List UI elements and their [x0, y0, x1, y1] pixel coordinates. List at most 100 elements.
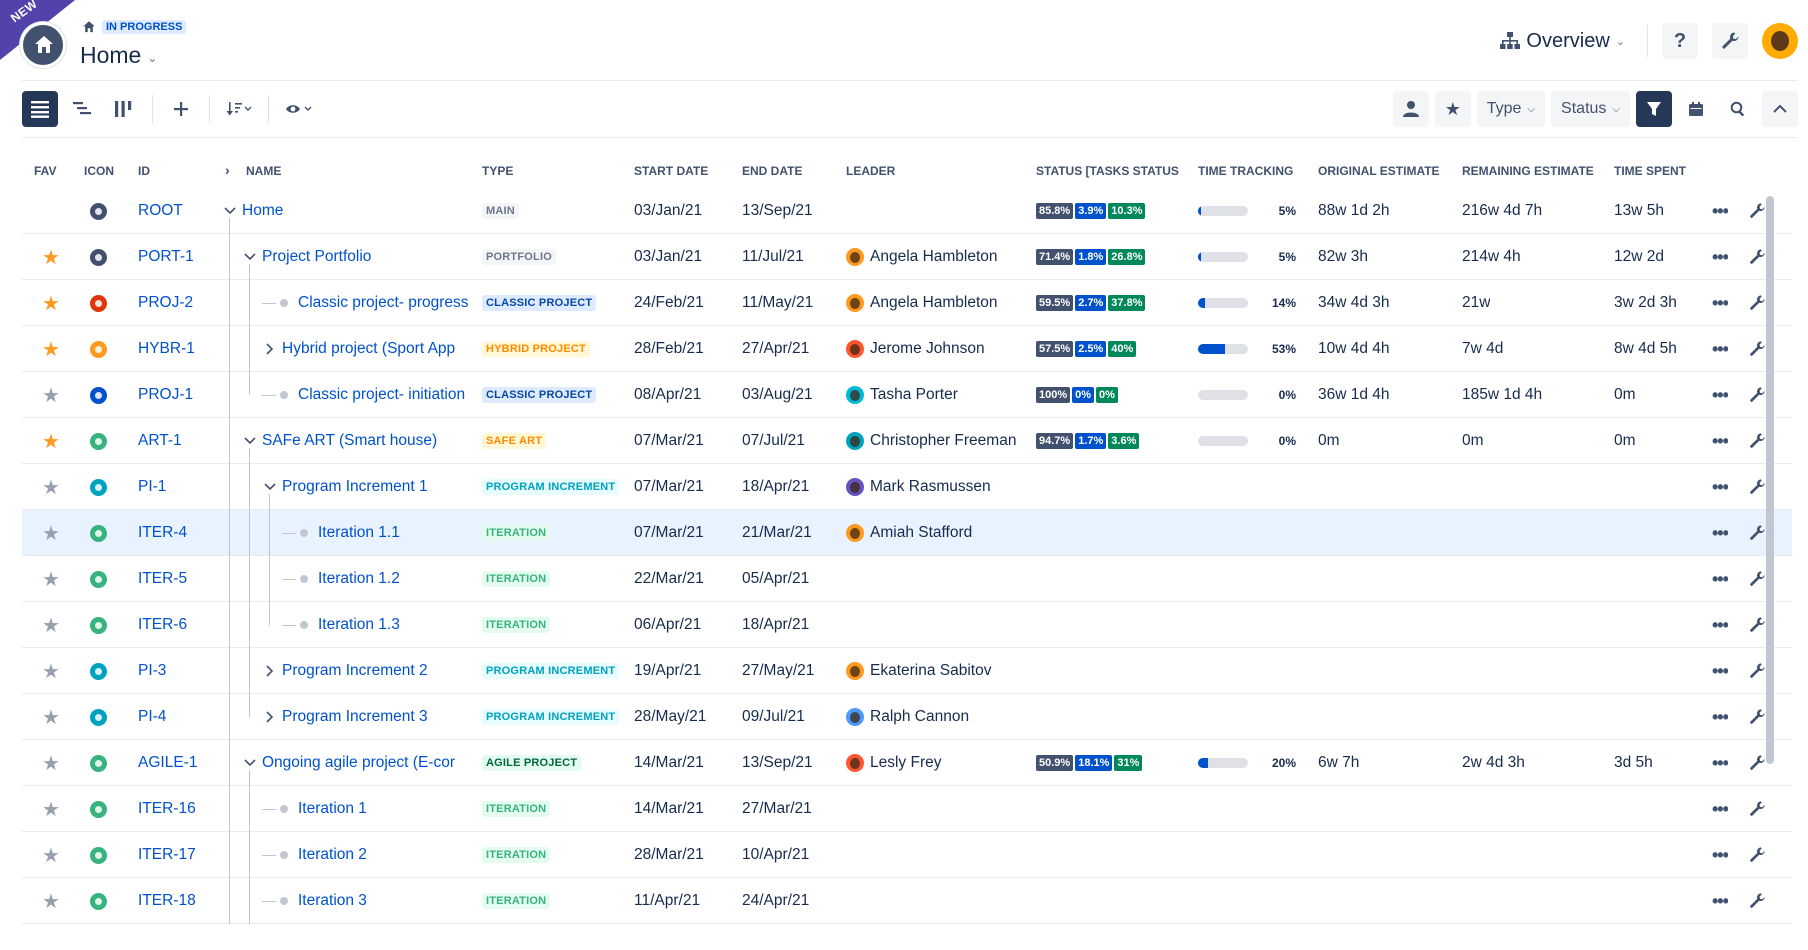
star-icon[interactable]: ★ — [42, 292, 60, 315]
more-actions-icon[interactable]: ••• — [1712, 890, 1728, 911]
item-name-link[interactable]: Program Increment 1 — [282, 478, 428, 495]
item-name-link[interactable]: Program Increment 2 — [282, 662, 428, 679]
item-name-link[interactable]: Classic project- initiation — [298, 386, 466, 403]
visibility-button[interactable] — [279, 91, 321, 127]
more-actions-icon[interactable]: ••• — [1712, 338, 1728, 359]
table-row[interactable]: ★ ITER-17 Iteration 2 ITERATION 28/Mar/21 10/… — [22, 832, 1792, 878]
more-actions-icon[interactable]: ••• — [1712, 246, 1728, 267]
expand-toggle[interactable] — [262, 343, 278, 355]
item-name-link[interactable]: Iteration 1.3 — [318, 616, 400, 633]
table-row[interactable]: ★ ITER-16 Iteration 1 ITERATION 14/Mar/21 27/… — [22, 786, 1792, 832]
table-row[interactable]: ★ PI-1 Program Increment 1 PROGRAM INCREMEN… — [22, 464, 1792, 510]
status-filter-dropdown[interactable]: Status ⌵ — [1551, 91, 1630, 127]
column-header-time-tracking[interactable]: TIME TRACKING — [1198, 164, 1294, 178]
item-name-link[interactable]: Iteration 1 — [298, 800, 367, 817]
wrench-icon[interactable] — [1748, 708, 1766, 726]
issue-id-link[interactable]: ITER-17 — [138, 846, 196, 863]
calendar-button[interactable] — [1678, 91, 1714, 127]
column-header-status[interactable]: STATUS [TASKS STATUS — [1036, 164, 1179, 178]
add-button[interactable] — [163, 91, 199, 127]
overview-button[interactable]: Overview ⌄ — [1492, 22, 1633, 60]
table-row[interactable]: ROOT Home MAIN 03/Jan/21 13/Sep/21 85.8% 3.9% 1… — [22, 188, 1792, 234]
collapse-toggle[interactable] — [262, 483, 278, 491]
expand-toggle[interactable] — [262, 711, 278, 723]
star-icon[interactable]: ★ — [42, 844, 60, 867]
wrench-icon[interactable] — [1748, 800, 1766, 818]
issue-id-link[interactable]: PI-1 — [138, 478, 167, 495]
wrench-icon[interactable] — [1748, 294, 1766, 312]
wrench-icon[interactable] — [1748, 754, 1766, 772]
view-board-button[interactable] — [106, 91, 142, 127]
collapse-toggle[interactable] — [242, 759, 258, 767]
more-actions-icon[interactable]: ••• — [1712, 844, 1728, 865]
column-header-type[interactable]: TYPE — [482, 164, 514, 178]
more-actions-icon[interactable]: ••• — [1712, 384, 1728, 405]
star-icon[interactable]: ★ — [42, 246, 60, 269]
column-header-icon[interactable]: ICON — [84, 164, 114, 178]
more-actions-icon[interactable]: ••• — [1712, 200, 1728, 221]
issue-id-link[interactable]: PROJ-2 — [138, 294, 194, 311]
filter-button[interactable] — [1636, 91, 1672, 127]
star-icon[interactable]: ★ — [42, 568, 60, 591]
column-header-remaining-estimate[interactable]: REMAINING ESTIMATE — [1462, 164, 1594, 178]
more-actions-icon[interactable]: ••• — [1712, 752, 1728, 773]
collapse-toggle[interactable] — [242, 437, 258, 445]
table-row[interactable]: ★ ITER-4 Iteration 1.1 ITERATION 07/Mar/21 21… — [22, 510, 1792, 556]
table-row[interactable]: ★ HYBR-1 Hybrid project (Sport App HYBRID P… — [22, 326, 1792, 372]
collapse-toggle[interactable] — [242, 253, 258, 261]
sort-button[interactable] — [220, 91, 258, 127]
issue-id-link[interactable]: AGILE-1 — [138, 754, 198, 771]
more-actions-icon[interactable]: ••• — [1712, 430, 1728, 451]
type-filter-dropdown[interactable]: Type ⌵ — [1476, 91, 1546, 127]
more-actions-icon[interactable]: ••• — [1712, 568, 1728, 589]
issue-id-link[interactable]: ITER-16 — [138, 800, 196, 817]
issue-id-link[interactable]: PORT-1 — [138, 248, 194, 265]
column-header-fav[interactable]: FAV — [34, 164, 57, 178]
issue-id-link[interactable]: ITER-5 — [138, 570, 188, 587]
item-name-link[interactable]: Ongoing agile project (E-cor — [262, 754, 455, 771]
more-actions-icon[interactable]: ••• — [1712, 660, 1728, 681]
wrench-icon[interactable] — [1748, 478, 1766, 496]
more-actions-icon[interactable]: ••• — [1712, 614, 1728, 635]
wrench-icon[interactable] — [1748, 846, 1766, 864]
view-list-button[interactable] — [22, 91, 58, 127]
item-name-link[interactable]: Iteration 1.1 — [318, 524, 400, 541]
assignee-filter-button[interactable] — [1392, 91, 1429, 127]
more-actions-icon[interactable]: ••• — [1712, 798, 1728, 819]
star-icon[interactable]: ★ — [42, 890, 60, 913]
expand-toggle[interactable] — [262, 665, 278, 677]
structure-avatar[interactable] — [20, 22, 66, 68]
item-name-link[interactable]: Hybrid project (Sport App — [282, 340, 456, 357]
table-row[interactable]: ★ PROJ-1 Classic project- initiation CLASSI… — [22, 372, 1792, 418]
star-icon[interactable]: ★ — [42, 476, 60, 499]
wrench-icon[interactable] — [1748, 524, 1766, 542]
star-icon[interactable]: ★ — [42, 660, 60, 683]
table-row[interactable]: ★ ART-1 SAFe ART (Smart house) SAFE ART 07/M… — [22, 418, 1792, 464]
item-name-link[interactable]: Iteration 1.2 — [318, 570, 400, 587]
column-header-original-estimate[interactable]: ORIGINAL ESTIMATE — [1318, 164, 1440, 178]
star-icon[interactable]: ★ — [42, 522, 60, 545]
expand-all-icon[interactable]: › — [225, 162, 230, 178]
column-header-id[interactable]: ID — [138, 164, 150, 178]
issue-id-link[interactable]: ITER-4 — [138, 524, 188, 541]
item-name-link[interactable]: Iteration 2 — [298, 846, 367, 863]
issue-id-link[interactable]: ROOT — [138, 202, 183, 219]
issue-id-link[interactable]: ITER-18 — [138, 892, 196, 909]
wrench-icon[interactable] — [1748, 248, 1766, 266]
column-header-name[interactable]: NAME — [246, 164, 282, 178]
table-row[interactable]: ★ PROJ-2 Classic project- progress CLASSIC … — [22, 280, 1792, 326]
table-row[interactable]: ★ AGILE-1 Ongoing agile project (E-cor AGIL… — [22, 740, 1792, 786]
column-header-start-date[interactable]: START DATE — [634, 164, 709, 178]
table-row[interactable]: ★ ITER-18 Iteration 3 ITERATION 11/Apr/21 24/… — [22, 878, 1792, 924]
item-name-link[interactable]: Project Portfolio — [262, 248, 372, 265]
item-name-link[interactable]: Home — [242, 202, 284, 219]
star-icon[interactable]: ★ — [42, 706, 60, 729]
star-icon[interactable]: ★ — [42, 430, 60, 453]
search-button[interactable] — [1720, 91, 1756, 127]
table-row[interactable]: ★ ITER-6 Iteration 1.3 ITERATION 06/Apr/21 18… — [22, 602, 1792, 648]
table-row[interactable]: ★ ITER-5 Iteration 1.2 ITERATION 22/Mar/21 05… — [22, 556, 1792, 602]
wrench-icon[interactable] — [1748, 386, 1766, 404]
table-row[interactable]: ★ PORT-1 Project Portfolio PORTFOLIO 03/Jan/… — [22, 234, 1792, 280]
star-icon[interactable]: ★ — [42, 752, 60, 775]
star-icon[interactable]: ★ — [42, 614, 60, 637]
